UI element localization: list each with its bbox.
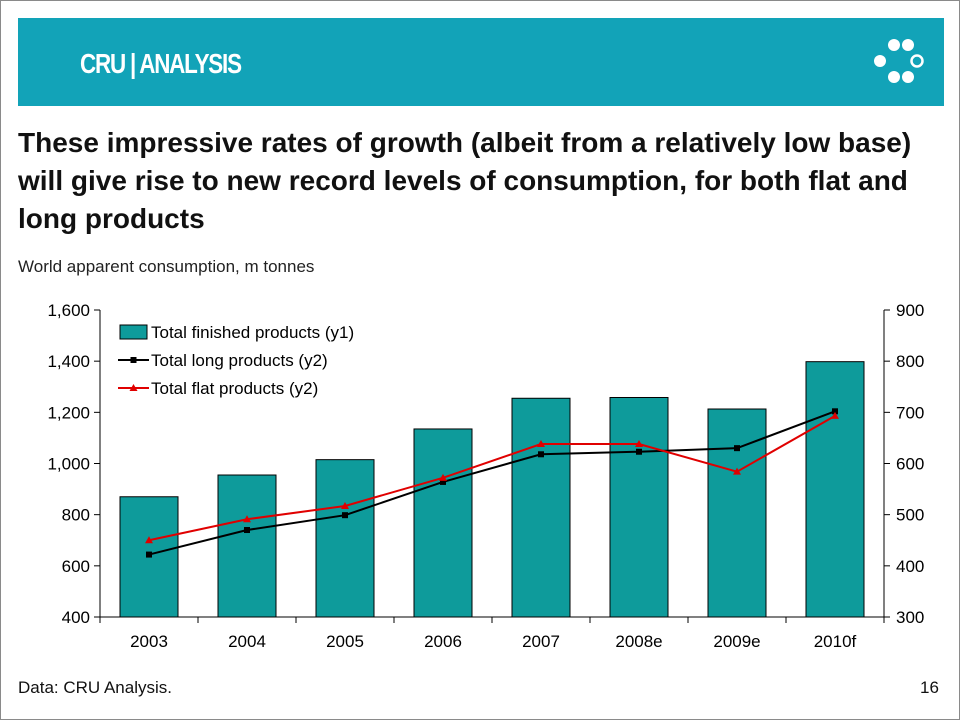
bar-total-finished-2004	[217, 474, 277, 618]
x-tick-label: 2008e	[615, 632, 662, 651]
legend-label: Total flat products (y2)	[151, 379, 318, 398]
point-total-flat-2003	[145, 536, 153, 544]
point-total-long-2005	[342, 512, 348, 519]
line-total-long-products	[148, 410, 836, 556]
consumption-chart: 400 600 800 1,000 1,200 1,400 1,600 300 400 500 6…	[47, 301, 924, 651]
bar-total-finished-2007	[511, 397, 571, 618]
y1-tick-label: 1,600	[47, 301, 90, 320]
x-tick-label: 2006	[424, 632, 462, 651]
legend-box	[106, 318, 418, 402]
header-banner	[18, 18, 944, 106]
point-total-flat-2004	[243, 515, 251, 523]
line-total-flat-products	[148, 415, 836, 542]
x-tick-label: 2009e	[713, 632, 760, 651]
bar-total-finished-2006	[413, 428, 473, 618]
cru-ring-logo-icon	[874, 39, 924, 83]
x-tick-label: 2007	[522, 632, 560, 651]
point-total-flat-2005	[341, 501, 349, 509]
y1-tick-label: 1,000	[47, 455, 90, 474]
x-tick-label: 2005	[326, 632, 364, 651]
x-tick-label: 2003	[130, 632, 168, 651]
point-total-flat-2009e	[733, 467, 741, 475]
bar-total-finished-2010f	[805, 361, 865, 618]
point-total-long-2007	[538, 451, 544, 458]
bar-total-finished-2005	[315, 459, 375, 618]
chart-subtitle: World apparent consumption, m tonnes	[18, 257, 315, 276]
y1-tick-label: 800	[62, 506, 90, 525]
source-note: Data: CRU Analysis.	[18, 678, 172, 697]
page-title: These impressive rates of growth (albeit…	[18, 127, 912, 234]
point-total-long-2006	[440, 478, 446, 485]
legend-label: Total long products (y2)	[151, 351, 328, 370]
y2-tick-label: 300	[896, 608, 924, 627]
bar-total-finished-2008e	[609, 396, 669, 618]
point-total-flat-2007	[537, 440, 545, 448]
y1-tick-label: 1,200	[47, 403, 90, 422]
x-tick-label: 2010f	[814, 632, 857, 651]
point-total-long-2009e	[734, 445, 740, 452]
point-total-flat-2010f	[831, 411, 839, 419]
point-total-long-2008e	[636, 448, 642, 455]
brand-logo-text: CRU | ANALYSIS	[80, 48, 242, 79]
page-number: 16	[920, 678, 939, 697]
y1-tick-label: 1,400	[47, 352, 90, 371]
point-total-long-2010f	[832, 408, 838, 415]
point-total-flat-2008e	[635, 440, 643, 448]
legend-marker-flat	[129, 384, 138, 391]
y2-tick-label: 800	[896, 352, 924, 371]
y2-tick-label: 600	[896, 455, 924, 474]
y2-tick-label: 500	[896, 506, 924, 525]
point-total-long-2003	[146, 551, 152, 558]
legend-label: Total finished products (y1)	[151, 323, 354, 342]
legend-swatch-finished	[119, 324, 148, 340]
y2-tick-label: 700	[896, 403, 924, 422]
legend-marker-long	[130, 357, 137, 363]
x-tick-label: 2004	[228, 632, 266, 651]
y1-tick-label: 600	[62, 557, 90, 576]
y2-tick-label: 400	[896, 557, 924, 576]
bar-total-finished-2009e	[707, 408, 767, 618]
point-total-flat-2006	[439, 473, 447, 481]
y1-tick-label: 400	[62, 608, 90, 627]
y2-tick-label: 900	[896, 301, 924, 320]
point-total-long-2004	[244, 527, 250, 534]
